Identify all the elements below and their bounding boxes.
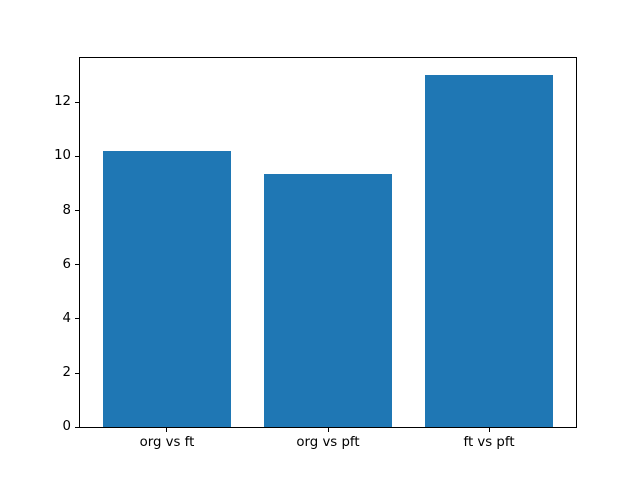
- bar: [102, 151, 232, 428]
- x-tick: [488, 428, 490, 433]
- y-tick: [75, 372, 79, 374]
- y-tick-label: 12: [54, 94, 71, 110]
- x-tick-label: ft vs pft: [463, 435, 515, 451]
- y-tick: [75, 264, 79, 266]
- y-tick-label: 0: [62, 419, 71, 435]
- y-tick-label: 4: [62, 310, 71, 326]
- y-tick-label: 2: [62, 365, 71, 381]
- y-tick: [75, 318, 79, 320]
- bar: [263, 174, 393, 428]
- y-tick: [75, 426, 79, 428]
- y-tick-label: 6: [62, 256, 71, 272]
- x-tick-label: org vs ft: [139, 435, 195, 451]
- y-tick: [75, 155, 79, 157]
- y-tick-label: 10: [54, 148, 71, 164]
- x-tick: [327, 428, 329, 433]
- y-tick: [75, 210, 79, 212]
- y-tick-label: 8: [62, 202, 71, 218]
- y-tick: [75, 101, 79, 103]
- x-tick: [166, 428, 168, 433]
- x-tick-label: org vs pft: [296, 435, 360, 451]
- bar: [424, 75, 554, 428]
